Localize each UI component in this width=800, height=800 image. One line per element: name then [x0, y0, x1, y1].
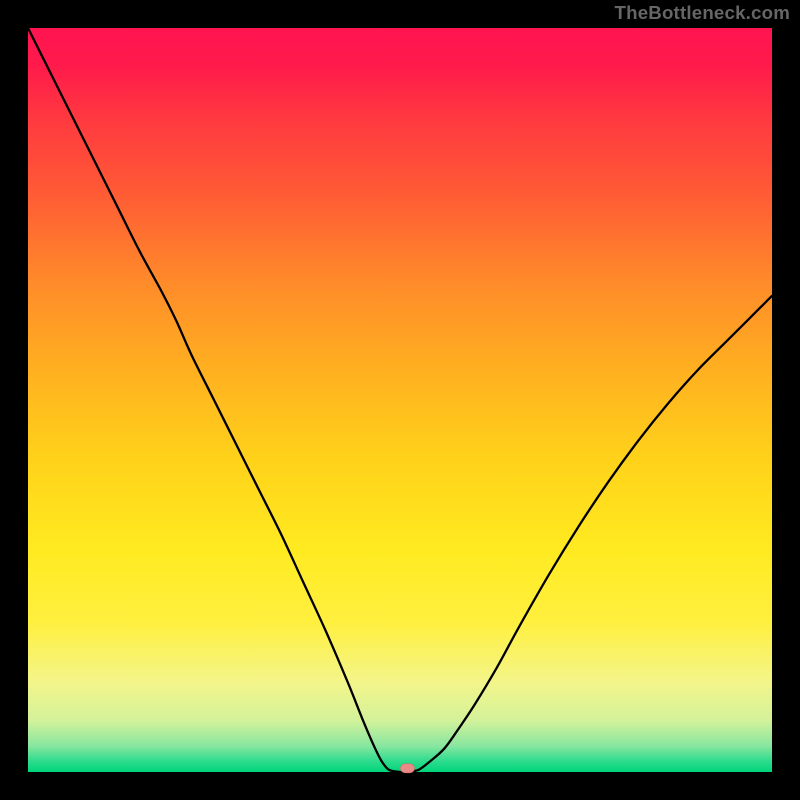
- minimum-marker: [400, 764, 414, 773]
- plot-background: [28, 28, 772, 772]
- watermark-text: TheBottleneck.com: [615, 2, 791, 24]
- bottleneck-chart: [0, 0, 800, 800]
- chart-frame: TheBottleneck.com: [0, 0, 800, 800]
